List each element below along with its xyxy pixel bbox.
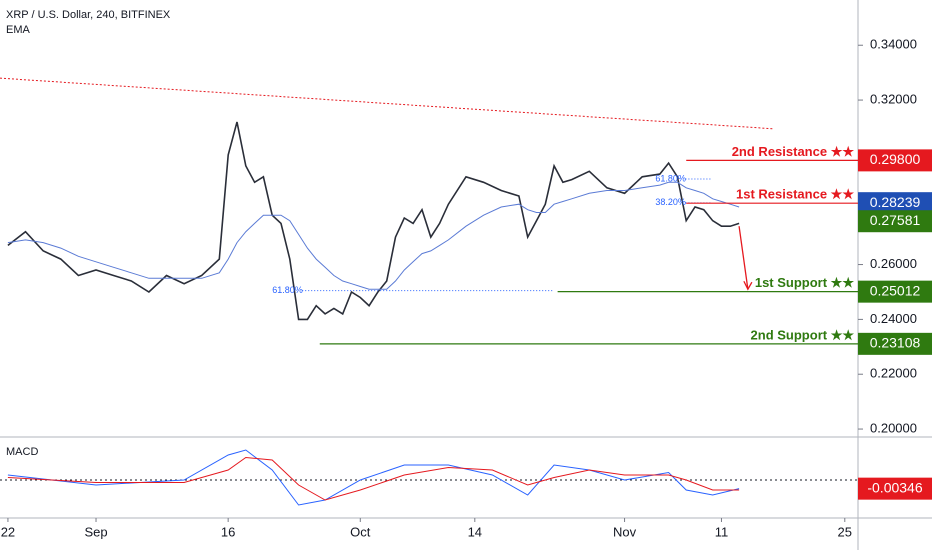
y-tick-label: 0.20000 [870, 420, 917, 435]
level-label: 1st Resistance ★★ [736, 187, 854, 202]
level-label: 2nd Support ★★ [751, 327, 855, 342]
y-tick-label: 0.26000 [870, 256, 917, 271]
price-tag [858, 332, 932, 355]
series-line [7, 449, 740, 506]
level-label: 2nd Resistance ★★ [732, 144, 855, 159]
level-label: 1st Support ★★ [755, 275, 854, 290]
series-line [7, 121, 740, 321]
price-tag-label: 0.29800 [870, 151, 921, 167]
arrow [738, 226, 749, 290]
fib-label: 61.80% [655, 173, 686, 183]
price-tag [858, 210, 932, 233]
y-tick-label: 0.34000 [870, 37, 917, 52]
trendline [0, 77, 775, 130]
x-tick-label: 11 [715, 524, 729, 539]
price-tag [858, 192, 932, 215]
fib-label: 61.80% [272, 285, 303, 295]
x-tick-label: Nov [613, 524, 637, 539]
price-tag [858, 280, 932, 303]
x-tick-label: 22 [1, 524, 15, 539]
signal-line [7, 181, 740, 290]
price-tag [858, 149, 932, 172]
y-tick-label: 0.24000 [870, 311, 917, 326]
indicator-name: EMA [6, 24, 31, 36]
price-tag-label: 0.25012 [870, 282, 921, 298]
macd-tag [858, 477, 932, 500]
y-tick-label: 0.22000 [870, 366, 917, 381]
macd-title: MACD [6, 446, 38, 458]
x-tick-label: 25 [838, 524, 852, 539]
y-tick-label: 0.32000 [870, 92, 917, 107]
x-tick-label: 16 [221, 524, 235, 539]
price-tag-label: 0.23108 [870, 335, 921, 351]
macd-tag-label: -0.00346 [867, 479, 922, 495]
chart-title: XRP / U.S. Dollar, 240, BITFINEX [6, 9, 171, 21]
price-tag-label: 0.28239 [870, 194, 921, 210]
arrow-head [743, 280, 753, 291]
signal-line [7, 456, 740, 501]
price-tag-label: 0.27581 [870, 212, 921, 228]
fib-label: 38.20% [655, 197, 686, 207]
x-tick-label: Sep [84, 524, 107, 539]
x-tick-label: Oct [350, 524, 371, 539]
x-tick-label: 14 [468, 524, 482, 539]
